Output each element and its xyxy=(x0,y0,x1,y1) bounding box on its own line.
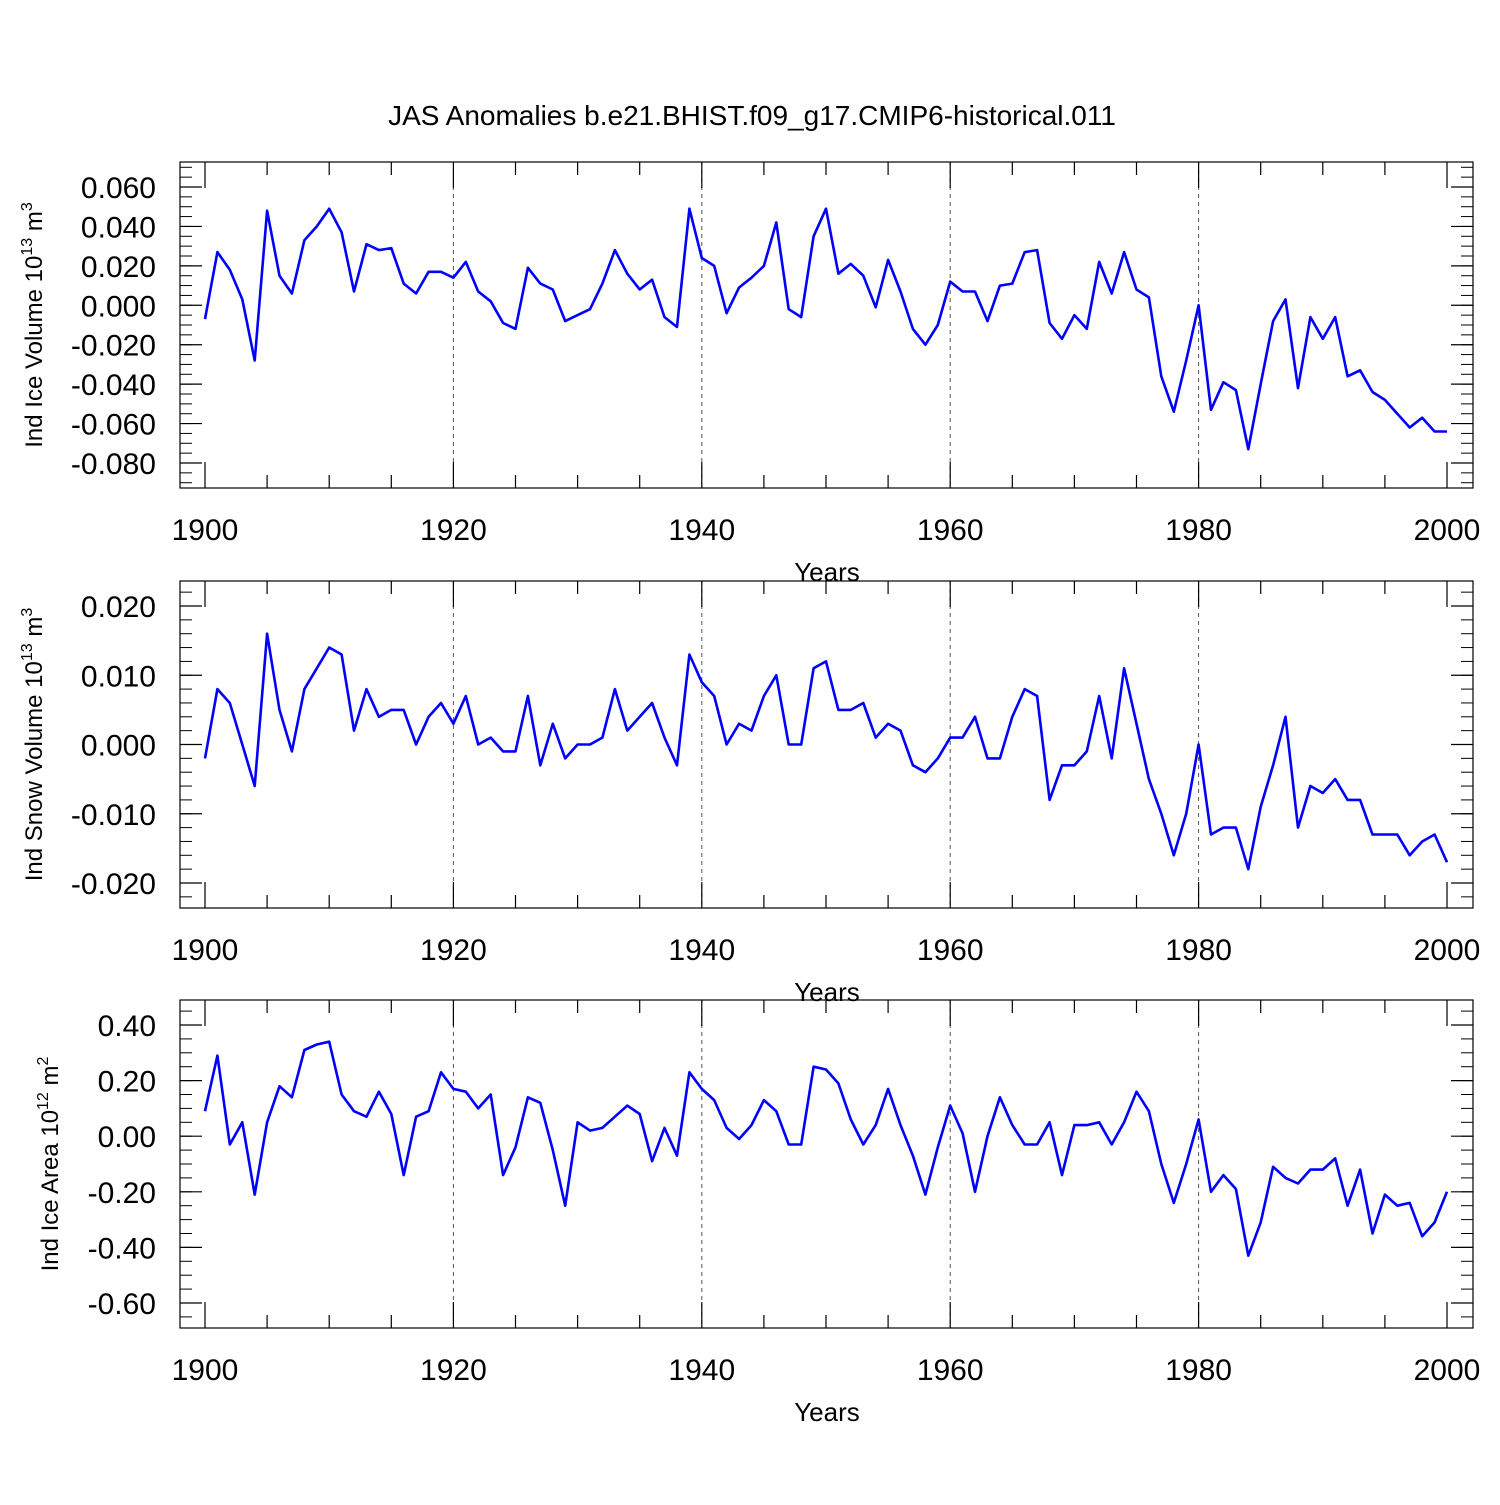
chart-panel-2: -0.020 -0.010 0.000 0.010 0.020 1900 1920 1940 1… xyxy=(19,581,1480,1007)
y-tick-label: 0.020 xyxy=(81,591,156,624)
series-line-ind-ice-area xyxy=(205,1042,1447,1256)
x-tick-label: 1960 xyxy=(917,934,984,967)
y-tick-label: -0.080 xyxy=(71,448,156,481)
x-tick-label: 1940 xyxy=(668,934,735,967)
y-tick-label: 0.20 xyxy=(98,1066,156,1099)
y-axis-label: Ind Ice Area 1012 m2 xyxy=(35,1056,64,1271)
x-tick-label: 2000 xyxy=(1414,514,1481,547)
y-tick-label: -0.20 xyxy=(88,1177,156,1210)
x-tick-label: 2000 xyxy=(1414,934,1481,967)
y-tick-label: -0.40 xyxy=(88,1232,156,1265)
x-tick-label: 1940 xyxy=(668,1354,735,1387)
y-axis-label: Ind Ice Volume 1013 m3 xyxy=(19,202,48,448)
y-tick-label: -0.020 xyxy=(71,330,156,363)
x-tick-label: 1920 xyxy=(420,514,487,547)
y-tick-label: -0.60 xyxy=(88,1288,156,1321)
y-tick-label: -0.020 xyxy=(71,868,156,901)
y-tick-label: 0.000 xyxy=(81,730,156,763)
plot-frame xyxy=(180,1000,1473,1328)
y-axis-label: Ind Snow Volume 1013 m3 xyxy=(19,608,48,882)
x-tick-label: 1980 xyxy=(1165,1354,1232,1387)
chart-title: JAS Anomalies b.e21.BHIST.f09_g17.CMIP6-… xyxy=(388,100,1116,131)
y-tick-label: 0.020 xyxy=(81,251,156,284)
x-axis-label: Years xyxy=(794,557,860,587)
x-tick-label: 1980 xyxy=(1165,514,1232,547)
y-tick-label: -0.010 xyxy=(71,799,156,832)
y-tick-label: 0.000 xyxy=(81,290,156,323)
x-tick-label: 1960 xyxy=(917,1354,984,1387)
y-tick-label: 0.010 xyxy=(81,660,156,693)
chart-panel-3: -0.60 -0.40 -0.20 0.00 0.20 0.40 1900 1920 1940 1… xyxy=(35,1000,1480,1427)
series-line-ind-ice-volume xyxy=(205,209,1447,450)
y-tick-label: 0.00 xyxy=(98,1121,156,1154)
y-tick-label: -0.060 xyxy=(71,409,156,442)
y-tick-label: -0.040 xyxy=(71,369,156,402)
chart-panel-1: -0.080 -0.060 -0.040 -0.020 0.000 0.020 0.040 0… xyxy=(19,162,1480,587)
x-tick-label: 1920 xyxy=(420,1354,487,1387)
x-axis-label: Years xyxy=(794,977,860,1007)
y-tick-label: 0.40 xyxy=(98,1010,156,1043)
y-tick-label: 0.040 xyxy=(81,211,156,244)
x-tick-label: 1940 xyxy=(668,514,735,547)
x-axis-label: Years xyxy=(794,1397,860,1427)
y-tick-label: 0.060 xyxy=(81,172,156,205)
x-tick-label: 2000 xyxy=(1414,1354,1481,1387)
x-tick-label: 1960 xyxy=(917,514,984,547)
x-tick-label: 1900 xyxy=(172,1354,239,1387)
x-tick-label: 1900 xyxy=(172,514,239,547)
x-tick-label: 1980 xyxy=(1165,934,1232,967)
x-tick-label: 1900 xyxy=(172,934,239,967)
x-tick-label: 1920 xyxy=(420,934,487,967)
series-line-ind-snow-volume xyxy=(205,634,1447,869)
